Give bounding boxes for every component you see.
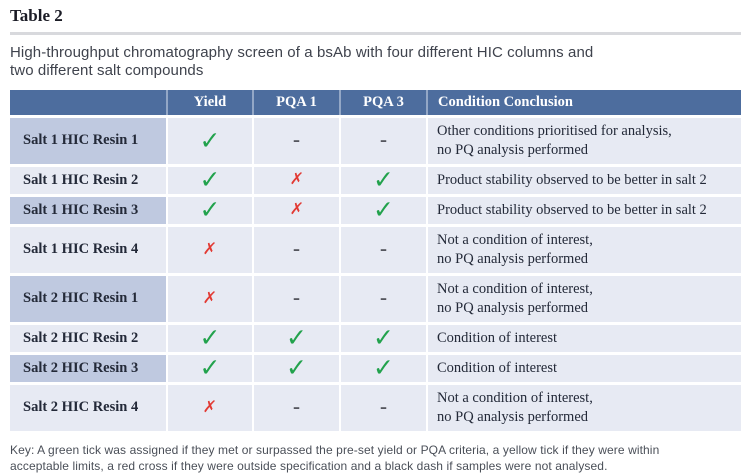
status-icon: –	[380, 241, 387, 258]
conclusion-cell: Not a condition of interest, no PQ analy…	[426, 381, 741, 431]
table-row: Salt 1 HIC Resin 3 ✓ ✗ ✓ Product stabili…	[10, 193, 741, 227]
status-icon: ✓	[199, 165, 221, 194]
conclusion-cell: Not a condition of interest, no PQ analy…	[426, 223, 741, 276]
table-title: Table 2	[10, 6, 63, 25]
column-header-yield: Yield	[166, 90, 253, 118]
table-row: Salt 2 HIC Resin 3 ✓ ✓ ✓ Condition of in…	[10, 351, 741, 385]
status-icon: ✗	[202, 287, 218, 307]
row-label: Salt 1 HIC Resin 3	[10, 193, 168, 227]
table-row: Salt 2 HIC Resin 2 ✓ ✓ ✓ Condition of in…	[10, 321, 741, 355]
table-key: Key: A green tick was assigned if they m…	[10, 443, 660, 473]
status-icon: ✗	[202, 396, 218, 416]
column-header-pqa3: PQA 3	[339, 90, 427, 118]
conclusion-cell: Not a condition of interest, no PQ analy…	[426, 272, 741, 325]
table-caption: High-throughput chromatography screen of…	[10, 44, 594, 79]
column-header-pqa1: PQA 1	[252, 90, 340, 118]
table-row: Salt 2 HIC Resin 1 ✗ – – Not a condition…	[10, 272, 741, 325]
status-icon: ✓	[286, 353, 307, 382]
status-icon: ✓	[373, 323, 394, 352]
row-label: Salt 1 HIC Resin 2	[10, 163, 168, 197]
conclusion-cell: Product stability observed to be better …	[426, 193, 741, 227]
status-icon: –	[293, 399, 300, 416]
results-table: Yield PQA 1 PQA 3 Condition Conclusion S…	[10, 90, 741, 431]
status-icon: ✗	[202, 238, 218, 258]
row-label: Salt 2 HIC Resin 4	[10, 381, 168, 431]
table-header-row: Yield PQA 1 PQA 3 Condition Conclusion	[10, 90, 741, 118]
status-icon: –	[380, 290, 387, 307]
table-row: Salt 1 HIC Resin 1 ✓ – – Other condition…	[10, 114, 741, 167]
table-row: Salt 2 HIC Resin 4 ✗ – – Not a condition…	[10, 381, 741, 431]
status-icon: ✗	[288, 169, 305, 188]
status-icon: ✓	[373, 165, 394, 194]
conclusion-cell: Condition of interest	[426, 321, 741, 355]
status-icon: ✓	[373, 353, 394, 382]
table-row: Salt 1 HIC Resin 2 ✓ ✗ ✓ Product stabili…	[10, 163, 741, 197]
conclusion-cell: Product stability observed to be better …	[426, 163, 741, 197]
column-header-conclusion: Condition Conclusion	[426, 90, 741, 118]
status-icon: –	[380, 132, 387, 149]
status-icon: ✓	[199, 323, 221, 352]
status-icon: ✗	[288, 199, 305, 218]
row-label: Salt 2 HIC Resin 3	[10, 351, 168, 385]
column-header-empty	[10, 90, 167, 118]
status-icon: –	[380, 399, 387, 416]
status-icon: –	[293, 132, 300, 149]
status-icon: ✓	[199, 195, 221, 224]
status-icon: –	[293, 290, 300, 307]
status-icon: ✓	[199, 353, 221, 382]
status-icon: –	[293, 241, 300, 258]
status-icon: ✓	[286, 323, 307, 352]
row-label: Salt 2 HIC Resin 2	[10, 321, 168, 355]
status-icon: ✓	[199, 125, 221, 155]
status-icon: ✓	[373, 195, 394, 224]
row-label: Salt 1 HIC Resin 4	[10, 223, 168, 276]
table-row: Salt 1 HIC Resin 4 ✗ – – Not a condition…	[10, 223, 741, 276]
row-label: Salt 1 HIC Resin 1	[10, 114, 168, 167]
conclusion-cell: Condition of interest	[426, 351, 741, 385]
conclusion-cell: Other conditions prioritised for analysi…	[426, 114, 741, 167]
title-rule	[10, 32, 741, 35]
row-label: Salt 2 HIC Resin 1	[10, 272, 168, 325]
